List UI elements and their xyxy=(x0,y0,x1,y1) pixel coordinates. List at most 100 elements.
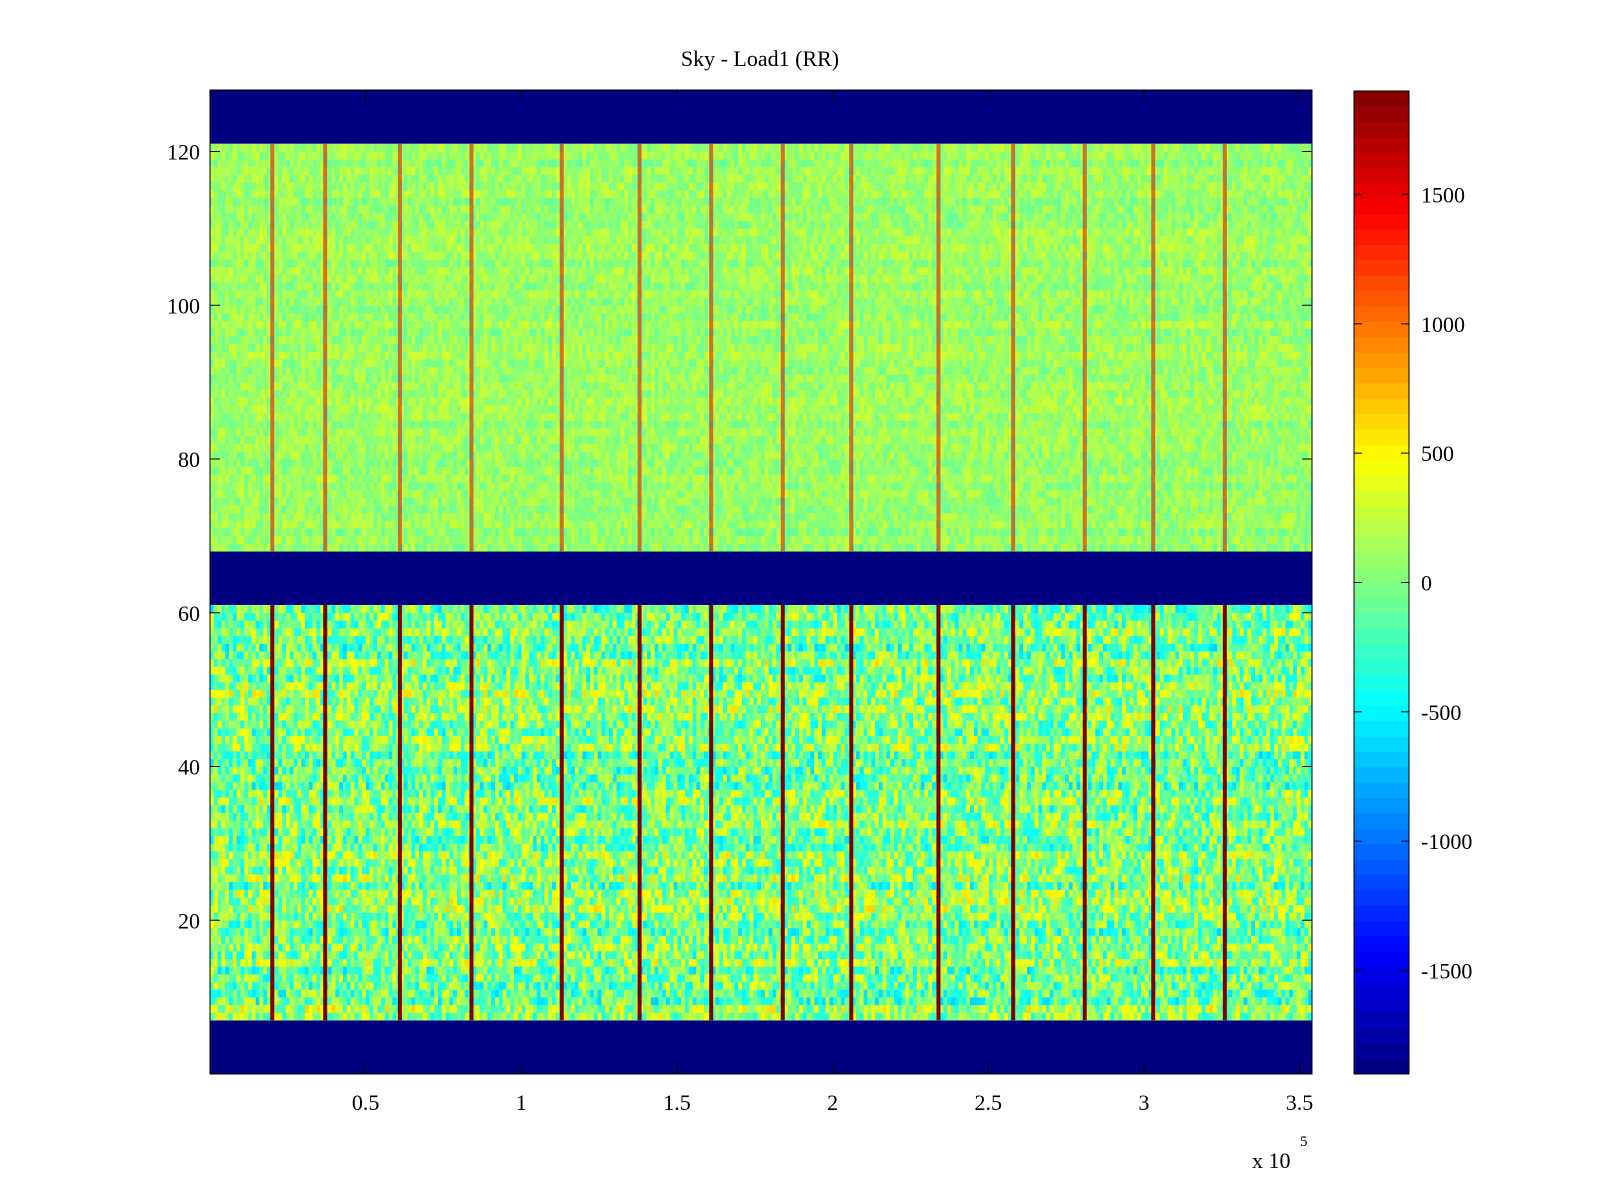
heatmap-cell xyxy=(1054,997,1058,1005)
heatmap-cell xyxy=(377,974,381,982)
heatmap-cell xyxy=(1179,959,1183,967)
heatmap-cell xyxy=(943,943,947,951)
heatmap-cell xyxy=(582,1013,586,1021)
heatmap-cell xyxy=(537,982,541,990)
heatmap-cell xyxy=(981,920,985,928)
heatmap-cell xyxy=(715,897,719,905)
heatmap-cell xyxy=(662,974,666,982)
heatmap-cell xyxy=(499,1005,503,1013)
heatmap-cell xyxy=(586,951,590,959)
heatmap-cell xyxy=(981,936,985,944)
heatmap-cell xyxy=(575,966,579,974)
heatmap-cell xyxy=(525,974,529,982)
heatmap-cell xyxy=(351,943,355,951)
heatmap-cell xyxy=(590,943,594,951)
heatmap-cell xyxy=(776,959,780,967)
heatmap-cell xyxy=(700,928,704,936)
heatmap-cell xyxy=(966,982,970,990)
heatmap-cell xyxy=(833,982,837,990)
heatmap-cell xyxy=(981,1013,985,1021)
heatmap-cell xyxy=(810,943,814,951)
heatmap-cell xyxy=(693,928,697,936)
heatmap-cell xyxy=(689,989,693,997)
heatmap-cell xyxy=(408,897,412,905)
heatmap-cell xyxy=(294,913,298,921)
heatmap-cell xyxy=(586,897,590,905)
heatmap-cell xyxy=(438,959,442,967)
heatmap-cell xyxy=(332,1005,336,1013)
heatmap-cell xyxy=(799,897,803,905)
heatmap-cell xyxy=(951,936,955,944)
heatmap-cell xyxy=(423,974,427,982)
heatmap-cell xyxy=(955,1013,959,1021)
heatmap-cell xyxy=(446,905,450,913)
heatmap-cell xyxy=(803,905,807,913)
heatmap-cell xyxy=(803,1013,807,1021)
heatmap-cell xyxy=(624,974,628,982)
heatmap-cell xyxy=(886,913,890,921)
heatmap-cell xyxy=(609,913,613,921)
heatmap-cell xyxy=(1240,959,1244,967)
heatmap-cell xyxy=(370,1013,374,1021)
heatmap-cell xyxy=(514,913,518,921)
heatmap-cell xyxy=(826,989,830,997)
heatmap-cell xyxy=(1137,966,1141,974)
heatmap-cell xyxy=(1016,1005,1020,1013)
heatmap-cell xyxy=(864,905,868,913)
heatmap-cell xyxy=(1297,959,1301,967)
heatmap-cell xyxy=(316,905,320,913)
heatmap-cell xyxy=(1145,966,1149,974)
heatmap-cell xyxy=(1278,982,1282,990)
heatmap-cell xyxy=(484,966,488,974)
heatmap-cell xyxy=(214,997,218,1005)
heatmap-cell xyxy=(533,943,537,951)
heatmap-cell xyxy=(218,905,222,913)
heatmap-cell xyxy=(430,989,434,997)
heatmap-cell xyxy=(1217,982,1221,990)
heatmap-cell xyxy=(522,997,526,1005)
heatmap-cell xyxy=(1304,928,1308,936)
heatmap-cell xyxy=(1270,936,1274,944)
heatmap-cell xyxy=(989,997,993,1005)
heatmap-cell xyxy=(993,928,997,936)
heatmap-cell xyxy=(810,959,814,967)
heatmap-cell xyxy=(476,974,480,982)
heatmap-cell xyxy=(886,905,890,913)
heatmap-cell xyxy=(1179,989,1183,997)
heatmap-cell xyxy=(537,966,541,974)
heatmap-cell xyxy=(613,974,617,982)
heatmap-cell xyxy=(1050,959,1054,967)
heatmap-cell xyxy=(807,951,811,959)
heatmap-cell xyxy=(1088,966,1092,974)
heatmap-cell xyxy=(829,997,833,1005)
heatmap-cell xyxy=(715,905,719,913)
heatmap-cell xyxy=(917,943,921,951)
heatmap-cell xyxy=(1164,959,1168,967)
heatmap-cell xyxy=(670,974,674,982)
heatmap-cell xyxy=(259,997,263,1005)
heatmap-cell xyxy=(339,882,343,890)
heatmap-cell xyxy=(997,890,1001,898)
heatmap-cell xyxy=(696,936,700,944)
heatmap-cell xyxy=(643,913,647,921)
heatmap-cell xyxy=(465,928,469,936)
heatmap-cell xyxy=(1133,997,1137,1005)
heatmap-cell xyxy=(544,997,548,1005)
heatmap-cell xyxy=(328,1005,332,1013)
heatmap-cell xyxy=(601,974,605,982)
heatmap-cell xyxy=(985,974,989,982)
heatmap-cell xyxy=(613,989,617,997)
heatmap-cell xyxy=(563,997,567,1005)
heatmap-cell xyxy=(332,943,336,951)
heatmap-cell xyxy=(795,951,799,959)
heatmap-cell xyxy=(453,951,457,959)
heatmap-cell xyxy=(1088,897,1092,905)
heatmap-cell xyxy=(974,905,978,913)
heatmap-cell xyxy=(761,1013,765,1021)
heatmap-cell xyxy=(446,989,450,997)
heatmap-cell xyxy=(620,959,624,967)
heatmap-cell xyxy=(1274,920,1278,928)
heatmap-cell xyxy=(541,905,545,913)
heatmap-cell xyxy=(259,890,263,898)
